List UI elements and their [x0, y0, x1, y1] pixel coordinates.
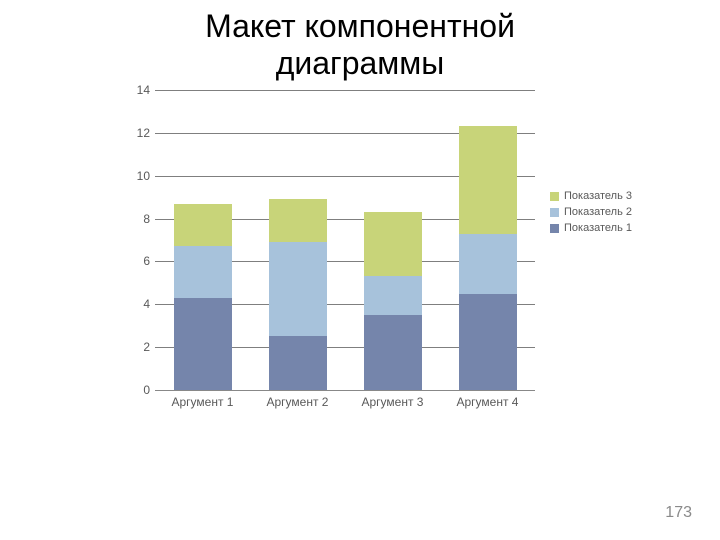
bar — [174, 204, 232, 390]
legend-item: Показатель 2 — [550, 206, 632, 218]
x-axis-labels: Аргумент 1Аргумент 2Аргумент 3Аргумент 4 — [155, 395, 535, 409]
y-tick-label: 0 — [100, 383, 150, 397]
bar-segment — [174, 298, 232, 390]
bar-segment — [459, 126, 517, 233]
legend-label: Показатель 3 — [564, 190, 632, 202]
page-number: 173 — [665, 504, 692, 522]
x-axis-label: Аргумент 4 — [440, 395, 535, 409]
y-tick-label: 10 — [100, 169, 150, 183]
bar-segment — [364, 212, 422, 276]
y-tick-label: 2 — [100, 340, 150, 354]
bar — [364, 212, 422, 390]
bar-segment — [174, 204, 232, 247]
bar-segment — [174, 246, 232, 297]
slide-title: Макет компонентной диаграммы — [0, 0, 720, 82]
bar-segment — [364, 276, 422, 315]
x-axis-label: Аргумент 3 — [345, 395, 440, 409]
y-tick-label: 4 — [100, 297, 150, 311]
bar-segment — [269, 199, 327, 242]
legend-item: Показатель 1 — [550, 222, 632, 234]
legend-label: Показатель 2 — [564, 206, 632, 218]
legend-swatch — [550, 224, 559, 233]
legend-item: Показатель 3 — [550, 190, 632, 202]
bar — [459, 126, 517, 390]
bar — [269, 199, 327, 390]
legend: Показатель 3 Показатель 2 Показатель 1 — [550, 190, 632, 238]
legend-label: Показатель 1 — [564, 222, 632, 234]
title-line-2: диаграммы — [276, 45, 445, 81]
x-axis-label: Аргумент 2 — [250, 395, 345, 409]
y-tick-label: 8 — [100, 212, 150, 226]
legend-swatch — [550, 208, 559, 217]
x-axis-label: Аргумент 1 — [155, 395, 250, 409]
legend-swatch — [550, 192, 559, 201]
y-tick-label: 14 — [100, 83, 150, 97]
bar-segment — [364, 315, 422, 390]
bar-segment — [269, 242, 327, 336]
chart: 02468101214 Аргумент 1Аргумент 2Аргумент… — [100, 90, 660, 430]
slide: Макет компонентной диаграммы 0 2 4 6 8 10 12 14… — [0, 0, 720, 540]
title-line-1: Макет компонентной — [205, 8, 515, 44]
y-tick-label: 12 — [100, 126, 150, 140]
bars-container — [155, 90, 535, 390]
bar-segment — [459, 294, 517, 390]
bar-segment — [269, 336, 327, 390]
bar-segment — [459, 234, 517, 294]
plot-area — [155, 90, 535, 391]
y-tick-label: 6 — [100, 254, 150, 268]
